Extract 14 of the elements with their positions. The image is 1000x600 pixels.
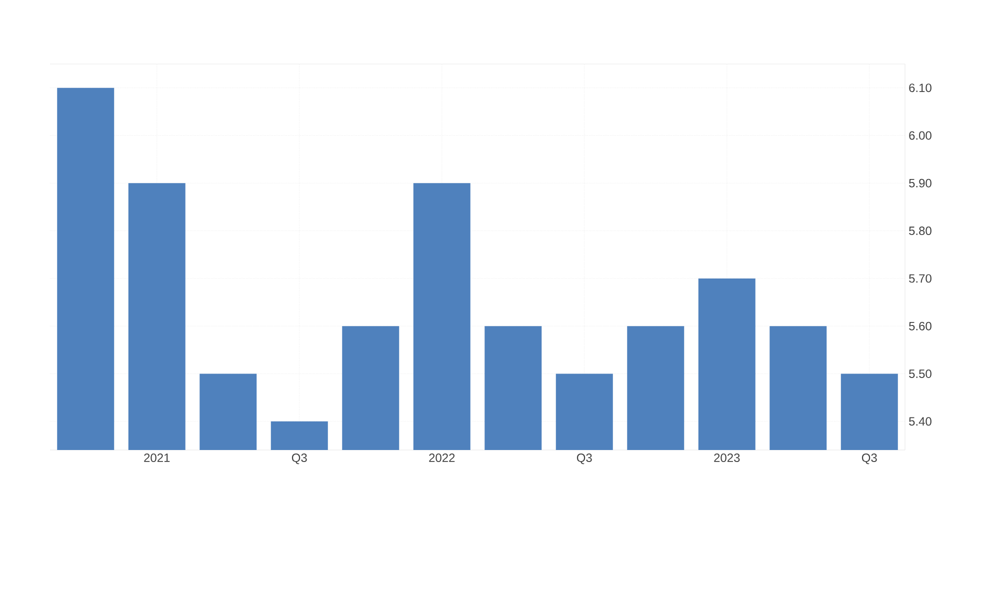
x-tick-label: 2022 [429,454,455,462]
y-tick-label: 6.10 [909,84,932,92]
x-tick-label: Q3 [862,454,877,464]
y-tick-label: 6.00 [909,131,932,140]
y-tick-label: 5.50 [909,370,932,378]
y-tick-label: 5.60 [909,322,932,330]
y-tick-label: 5.80 [909,226,932,236]
x-tick-label: 2023 [714,454,740,462]
y-tick-label: 5.90 [909,178,932,188]
x-tick-label: 2021 [144,454,170,462]
y-tick-label: 5.40 [909,417,932,426]
y-tick-label: 5.70 [909,274,932,283]
x-tick-label: Q3 [576,454,592,464]
x-tick-label: Q3 [292,454,307,464]
